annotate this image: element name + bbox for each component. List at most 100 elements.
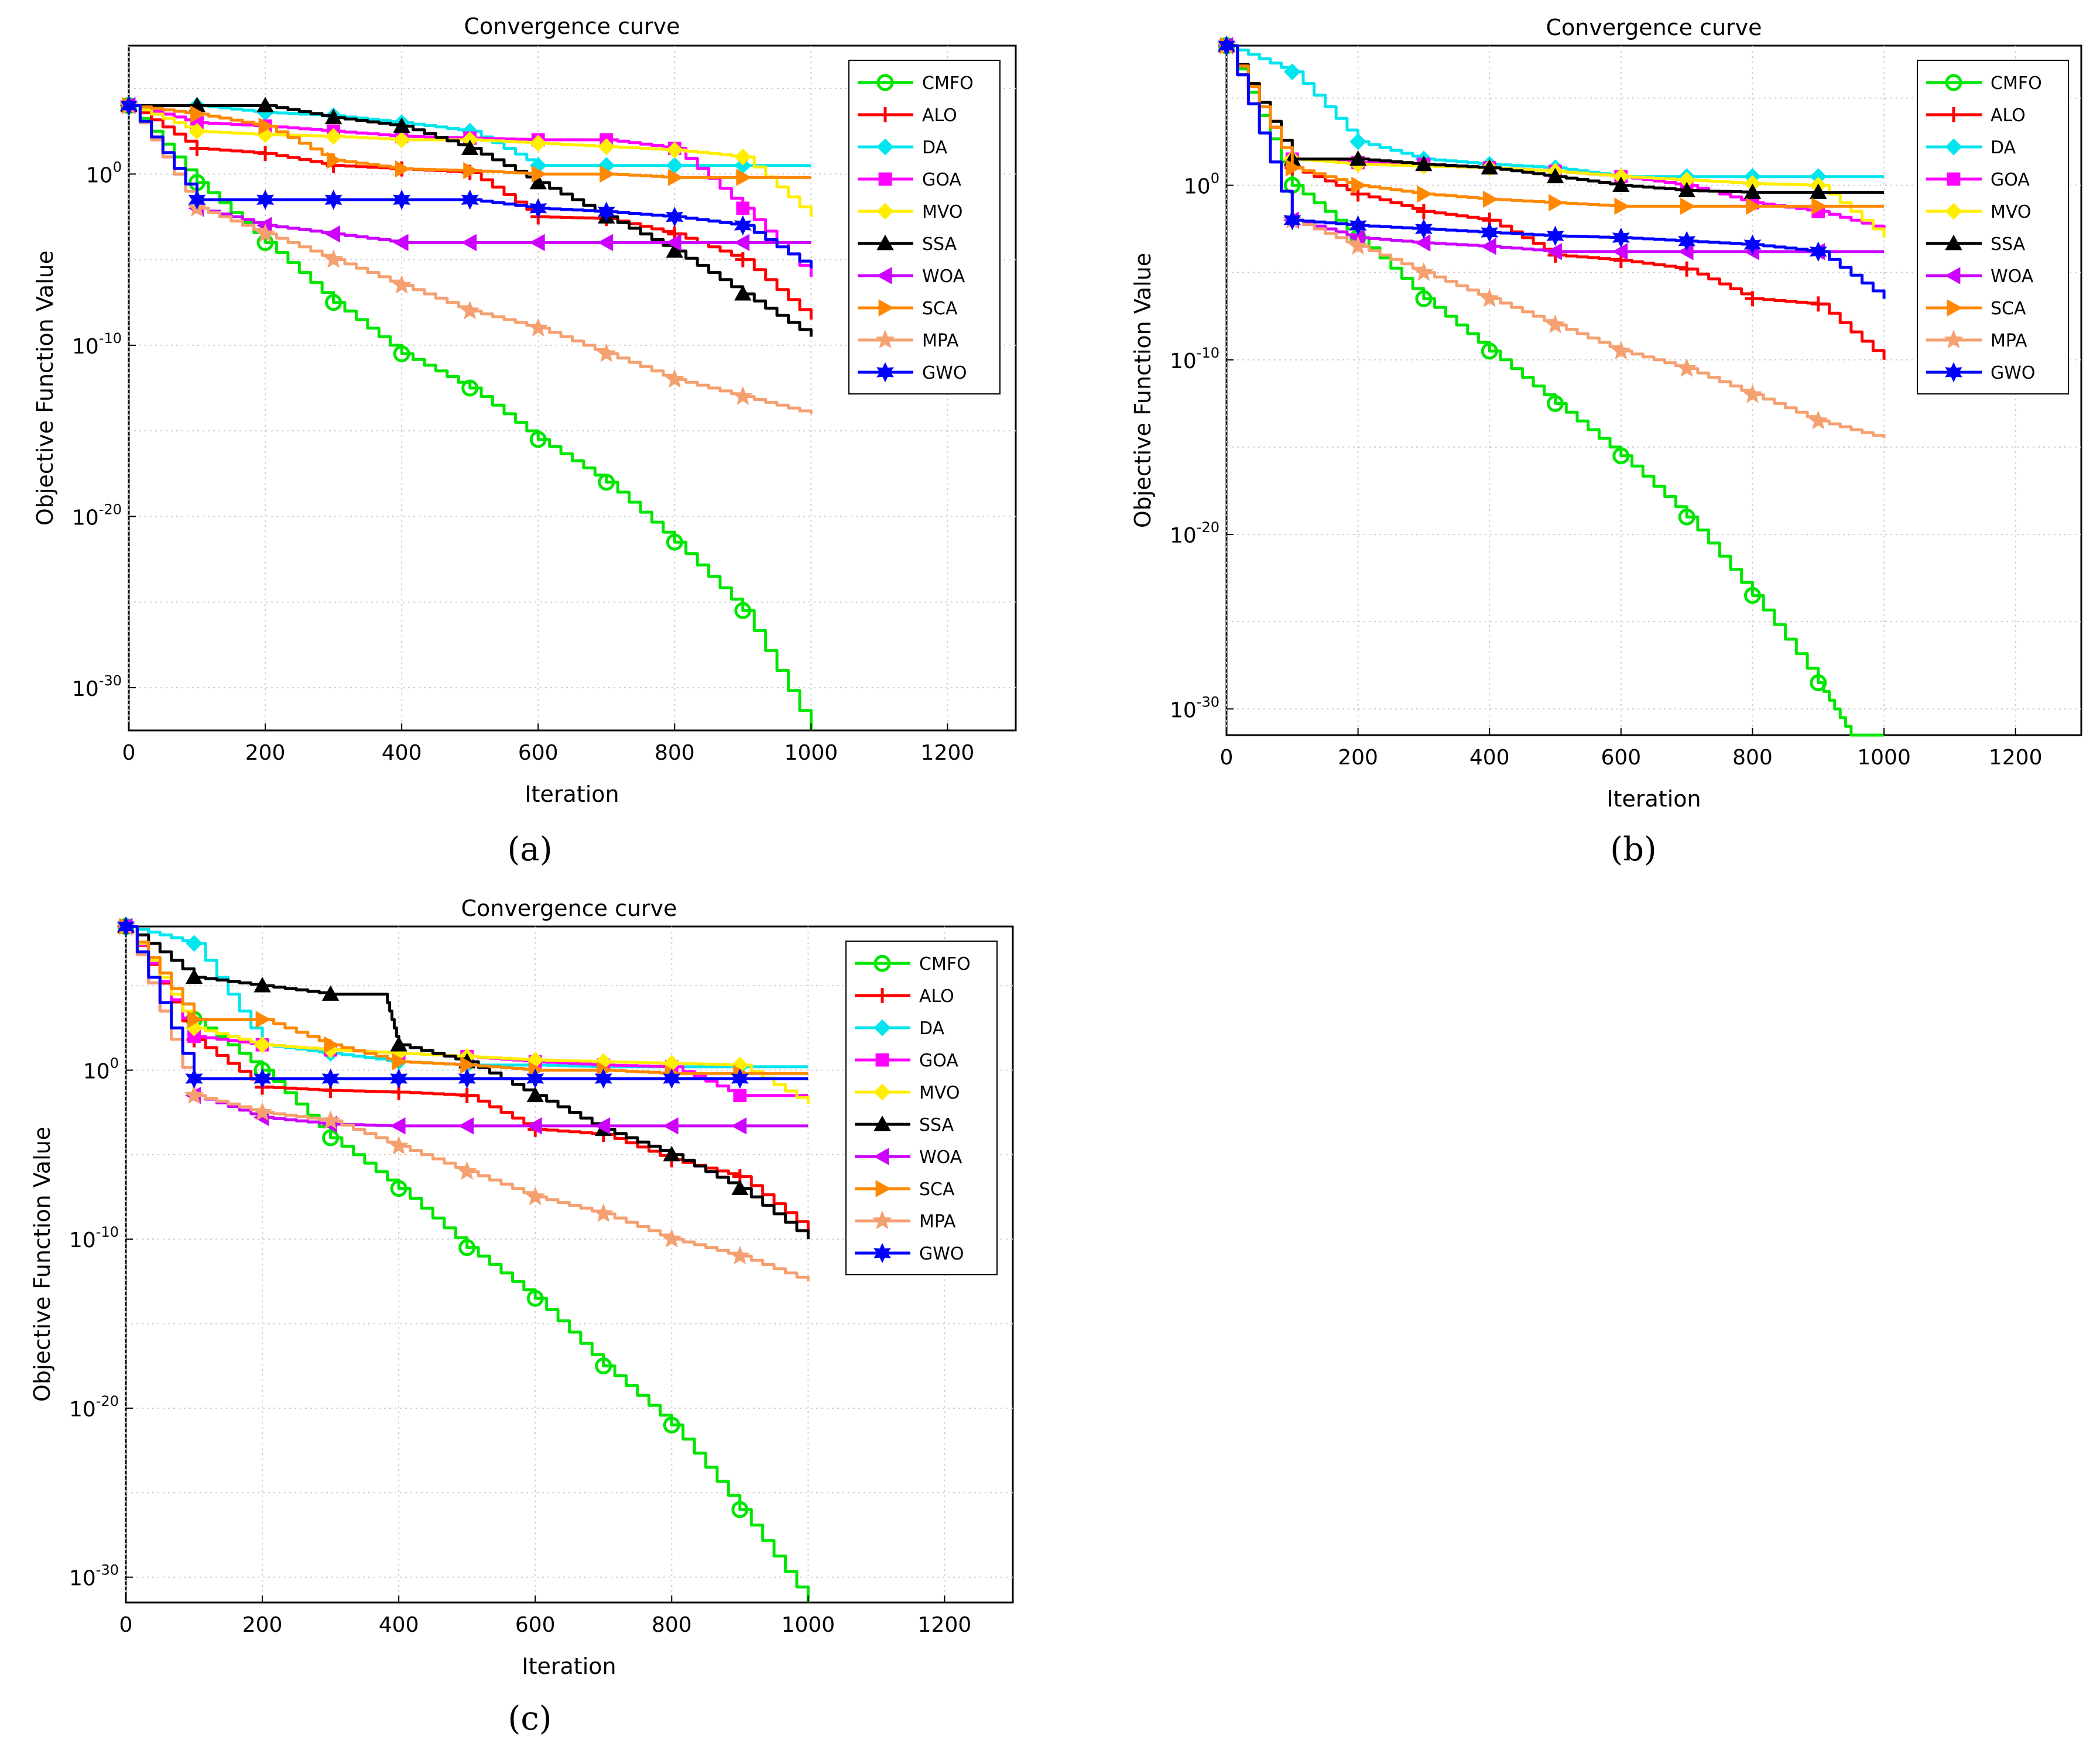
legend-marker (876, 267, 892, 284)
series-group (116, 916, 810, 1603)
legend-marker (873, 955, 891, 972)
data-point (395, 160, 411, 178)
legend-item-goa: GOA (1926, 170, 2030, 190)
data-point (459, 1087, 475, 1103)
legend-item-gwo: GWO (855, 1243, 964, 1264)
data-point (731, 1068, 749, 1089)
data-point (526, 1086, 544, 1103)
data-point (392, 1053, 408, 1070)
data-point (1810, 674, 1827, 692)
data-point (1549, 194, 1564, 212)
y-axis-label: Objective Function Value (32, 251, 58, 526)
legend-label: MPA (1991, 331, 2027, 351)
data-point (253, 1036, 271, 1054)
data-point (598, 138, 615, 155)
legend-item-mvo: MVO (1926, 202, 2032, 222)
legend-marker (873, 1019, 891, 1037)
x-tick-label: 1200 (918, 1613, 972, 1637)
legend-item-gwo: GWO (1926, 362, 2036, 383)
data-point (461, 139, 479, 155)
panel-caption: (b) (1610, 831, 1657, 869)
data-point (1479, 288, 1500, 307)
y-axis-label: Objective Function Value (1130, 253, 1156, 528)
data-point (1743, 586, 1761, 604)
data-point (663, 1117, 679, 1135)
x-axis-label: Iteration (522, 1653, 616, 1679)
legend-marker (876, 203, 894, 220)
legend-label: MVO (922, 202, 963, 222)
data-point (731, 1179, 749, 1195)
legend-label: SCA (1991, 298, 2026, 319)
legend-marker (876, 74, 894, 91)
chart-title: Convergence curve (461, 895, 677, 921)
data-point (321, 985, 340, 1001)
data-point (1612, 176, 1630, 192)
data-point (526, 1289, 544, 1307)
data-point (1481, 238, 1496, 255)
legend-label: GWO (1991, 363, 2036, 383)
panel-a: 0 200 400 600 800 1000 120010010-1010-2010-30 … (32, 13, 1017, 869)
data-point (595, 1357, 612, 1375)
data-point (325, 294, 342, 311)
legend-item-sca: SCA (855, 1179, 955, 1200)
data-point (1811, 197, 1827, 215)
legend: CMFO ALO DA GOA MVO SSA WOA SCA MPA GWO (1917, 60, 2069, 394)
data-point (1546, 225, 1564, 246)
y-tick-label: 10-20 (69, 1393, 119, 1422)
legend-item-cmfo: CMFO (858, 73, 974, 94)
legend-item-da: DA (858, 138, 948, 158)
data-point (1414, 262, 1434, 281)
data-point (1349, 215, 1367, 236)
legend-label: GOA (922, 170, 961, 190)
legend-marker (1947, 172, 1961, 186)
legend-item-woa: WOA (858, 266, 965, 287)
data-point (734, 234, 750, 252)
data-point (1809, 241, 1827, 262)
data-point (1743, 183, 1762, 199)
data-point (458, 1117, 474, 1135)
x-tick-label: 200 (242, 1613, 283, 1637)
data-point (252, 1102, 272, 1121)
y-axis-label: Objective Function Value (29, 1127, 55, 1402)
legend-item-mvo: MVO (855, 1083, 960, 1103)
legend-item-da: DA (855, 1018, 945, 1039)
data-point (1416, 204, 1431, 219)
data-point (322, 1129, 340, 1147)
legend-label: GWO (922, 363, 967, 383)
legend-item-goa: GOA (855, 1051, 958, 1071)
x-tick-label: 1200 (1989, 746, 2043, 770)
data-point (185, 968, 203, 984)
y-tick-label: 10-20 (72, 501, 122, 530)
series-mpa (1217, 35, 1886, 438)
data-point (1678, 231, 1696, 252)
legend-item-cmfo: CMFO (1926, 73, 2042, 94)
data-point (529, 234, 545, 252)
legend-marker (878, 107, 893, 122)
legend-marker (873, 1083, 891, 1101)
legend-item-alo: ALO (858, 105, 957, 126)
data-point (1678, 508, 1695, 526)
series-line-sca (126, 925, 809, 1075)
data-point (325, 128, 342, 145)
legend-marker (878, 299, 895, 317)
series-group (119, 95, 813, 730)
legend-marker (1947, 299, 1963, 317)
series-gwo (120, 95, 813, 269)
data-point (255, 224, 275, 243)
data-point (666, 207, 684, 227)
data-point (390, 1068, 408, 1089)
legend-marker (1945, 203, 1962, 220)
data-point (1481, 342, 1498, 360)
data-point (321, 1068, 340, 1089)
x-tick-label: 400 (1469, 746, 1510, 770)
data-point (526, 1068, 544, 1089)
data-point (1285, 159, 1301, 177)
series-line-ssa (129, 104, 813, 337)
legend-marker (876, 234, 894, 251)
data-point (390, 1036, 407, 1052)
data-point (117, 916, 135, 937)
legend-marker (1946, 107, 1961, 122)
legend-item-ssa: SSA (855, 1115, 954, 1135)
panel-b: 0 200 400 600 800 1000 120010010-1010-2010-30 … (1130, 15, 2082, 869)
y-tick-label: 10-20 (1170, 519, 1219, 548)
